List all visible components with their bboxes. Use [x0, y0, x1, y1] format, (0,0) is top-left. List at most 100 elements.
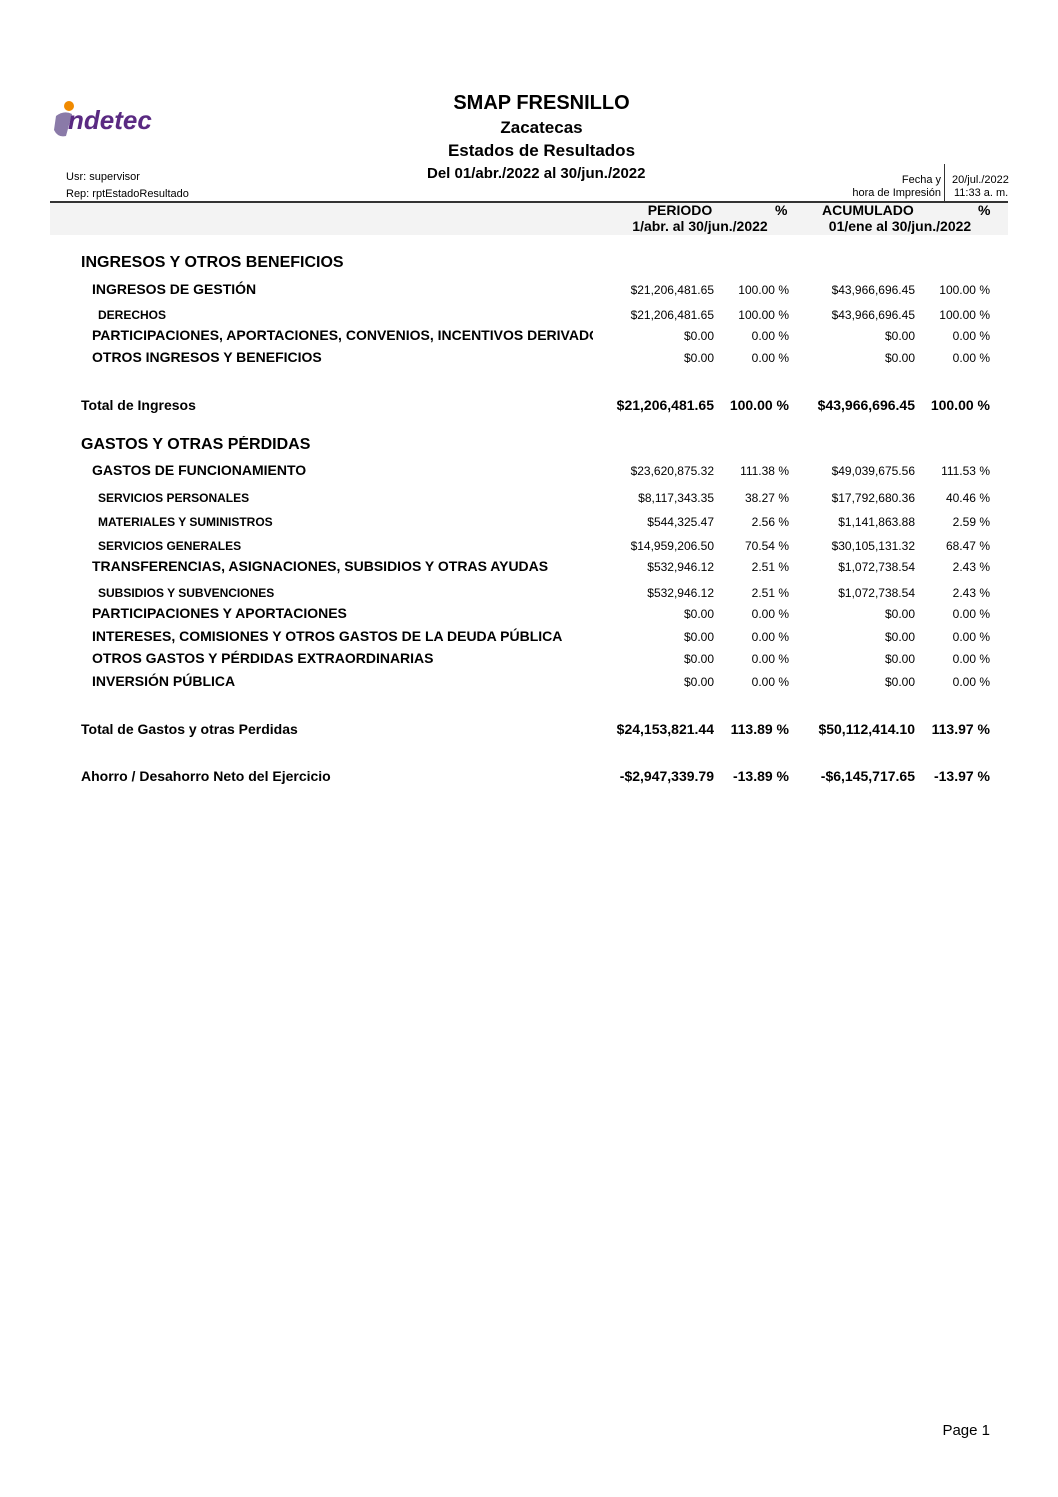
report-title: Estados de Resultados: [447, 141, 636, 160]
row-label: DERECHOS: [98, 308, 167, 322]
periodo-percent: 70.54 %: [744, 539, 789, 553]
row-label: SUBSIDIOS Y SUBVENCIONES: [98, 586, 275, 600]
acumulado-percent: 0.00 %: [952, 630, 990, 644]
divider: [944, 164, 945, 201]
periodo-percent: 2.51 %: [751, 586, 789, 600]
periodo-amount: $24,153,821.44: [616, 721, 714, 737]
acumulado-percent: 100.00 %: [939, 283, 990, 297]
user-label: Usr: supervisor: [66, 171, 140, 183]
acumulado-percent: 68.47 %: [945, 539, 990, 553]
row-label: Ahorro / Desahorro Neto del Ejercicio: [81, 768, 331, 784]
table-row: TRANSFERENCIAS, ASIGNACIONES, SUBSIDIOS …: [0, 557, 1058, 577]
table-row: SUBSIDIOS Y SUBVENCIONES $532,946.12 2.51 …: [0, 583, 1058, 603]
table-row: INTERESES, COMISIONES Y OTROS GASTOS DE …: [0, 627, 1058, 647]
acumulado-amount: $43,966,696.45: [831, 308, 915, 322]
column-header-band: [50, 203, 1008, 235]
row-label: MATERIALES Y SUMINISTROS: [98, 515, 273, 529]
row-label: Total de Ingresos: [81, 397, 196, 413]
total-row: Total de Gastos y otras Perdidas $24,153,…: [0, 720, 1058, 740]
acumulado-amount: $43,966,696.45: [831, 283, 915, 297]
table-row: PARTICIPACIONES Y APORTACIONES $0.00 0.00 …: [0, 604, 1058, 624]
col-pct-1: %: [775, 202, 788, 218]
acumulado-amount: $1,141,863.88: [838, 515, 915, 529]
print-date: 20/jul./2022: [952, 174, 1009, 186]
table-row: OTROS INGRESOS Y BENEFICIOS $0.00 0.00 % $0…: [0, 348, 1058, 368]
acumulado-percent: 2.43 %: [952, 560, 990, 574]
acumulado-amount: $49,039,675.56: [831, 464, 915, 478]
header-rule: [50, 201, 1008, 203]
svg-text:ndetec: ndetec: [68, 105, 152, 135]
acumulado-percent: 40.46 %: [945, 491, 990, 505]
periodo-percent: 100.00 %: [738, 283, 789, 297]
periodo-percent: 2.56 %: [751, 515, 789, 529]
col-periodo-range: 1/abr. al 30/jun./2022: [632, 218, 768, 234]
periodo-amount: $21,206,481.65: [630, 308, 714, 322]
row-label: PARTICIPACIONES Y APORTACIONES: [92, 605, 347, 621]
table-row: SERVICIOS GENERALES $14,959,206.50 70.54 %…: [0, 536, 1058, 556]
row-label: OTROS GASTOS Y PÉRDIDAS EXTRAORDINARIAS: [92, 650, 434, 666]
acumulado-amount: $30,105,131.32: [831, 539, 915, 553]
acumulado-amount: $0.00: [884, 607, 915, 621]
acumulado-percent: 113.97 %: [931, 721, 990, 737]
periodo-amount: $23,620,875.32: [630, 464, 714, 478]
periodo-percent: 38.27 %: [744, 491, 789, 505]
acumulado-amount: -$6,145,717.65: [820, 768, 915, 784]
acumulado-percent: 0.00 %: [952, 351, 990, 365]
state-title: Zacatecas: [500, 118, 583, 137]
acumulado-amount: $43,966,696.45: [817, 397, 915, 413]
periodo-percent: 113.89 %: [730, 721, 789, 737]
print-time: 11:33 a. m.: [954, 187, 1009, 199]
section-header: INGRESOS Y OTROS BENEFICIOS: [0, 254, 1058, 274]
row-label: INTERESES, COMISIONES Y OTROS GASTOS DE …: [92, 628, 563, 644]
periodo-amount: $0.00: [683, 607, 714, 621]
periodo-percent: 0.00 %: [751, 329, 789, 343]
periodo-amount: $532,946.12: [647, 586, 714, 600]
periodo-percent: 2.51 %: [751, 560, 789, 574]
row-label: GASTOS DE FUNCIONAMIENTO: [92, 462, 307, 478]
periodo-percent: 0.00 %: [751, 675, 789, 689]
row-label: INGRESOS Y OTROS BENEFICIOS: [81, 254, 344, 271]
periodo-amount: $21,206,481.65: [630, 283, 714, 297]
col-pct-2: %: [978, 202, 991, 218]
row-label: SERVICIOS GENERALES: [98, 539, 242, 553]
acumulado-amount: $0.00: [884, 329, 915, 343]
table-row: SERVICIOS PERSONALES $8,117,343.35 38.27 %…: [0, 488, 1058, 508]
acumulado-amount: $1,072,738.54: [838, 560, 915, 574]
acumulado-percent: 0.00 %: [952, 675, 990, 689]
row-label: PARTICIPACIONES, APORTACIONES, CONVENIOS…: [92, 327, 593, 343]
periodo-percent: 111.38 %: [740, 464, 789, 478]
acumulado-percent: 0.00 %: [952, 607, 990, 621]
row-label: SERVICIOS PERSONALES: [98, 491, 250, 505]
print-label-1: Fecha y: [901, 174, 941, 186]
acumulado-amount: $0.00: [884, 351, 915, 365]
indetec-logo: ndetec: [50, 98, 180, 140]
periodo-amount: $8,117,343.35: [638, 491, 714, 505]
periodo-amount: $0.00: [683, 630, 714, 644]
row-label: TRANSFERENCIAS, ASIGNACIONES, SUBSIDIOS …: [92, 558, 549, 574]
acumulado-percent: 111.53 %: [941, 464, 990, 478]
table-row: OTROS GASTOS Y PÉRDIDAS EXTRAORDINARIAS $…: [0, 649, 1058, 669]
table-row: INVERSIÓN PÚBLICA $0.00 0.00 % $0.00 0.00 %: [0, 672, 1058, 692]
acumulado-percent: 2.59 %: [952, 515, 990, 529]
row-label: OTROS INGRESOS Y BENEFICIOS: [92, 349, 322, 365]
periodo-percent: -13.89 %: [732, 768, 789, 784]
periodo-amount: $544,325.47: [647, 515, 714, 529]
acumulado-amount: $50,112,414.10: [818, 721, 915, 737]
periodo-percent: 0.00 %: [751, 351, 789, 365]
periodo-amount: $14,959,206.50: [630, 539, 714, 553]
periodo-percent: 0.00 %: [751, 652, 789, 666]
print-label-2: hora de Impresión: [852, 187, 941, 199]
report-id: Rep: rptEstadoResultado: [66, 188, 189, 200]
col-acumulado: ACUMULADO: [822, 202, 914, 218]
periodo-amount: $0.00: [683, 351, 714, 365]
periodo-amount: $532,946.12: [647, 560, 714, 574]
periodo-amount: -$2,947,339.79: [619, 768, 714, 784]
acumulado-percent: 100.00 %: [939, 308, 990, 322]
section-header: GASTOS Y OTRAS PÉRDIDAS: [0, 436, 1058, 456]
periodo-amount: $0.00: [683, 675, 714, 689]
acumulado-percent: -13.97 %: [933, 768, 990, 784]
periodo-amount: $21,206,481.65: [616, 397, 714, 413]
periodo-percent: 100.00 %: [738, 308, 789, 322]
table-row: MATERIALES Y SUMINISTROS $544,325.47 2.56 …: [0, 512, 1058, 532]
acumulado-amount: $0.00: [884, 652, 915, 666]
